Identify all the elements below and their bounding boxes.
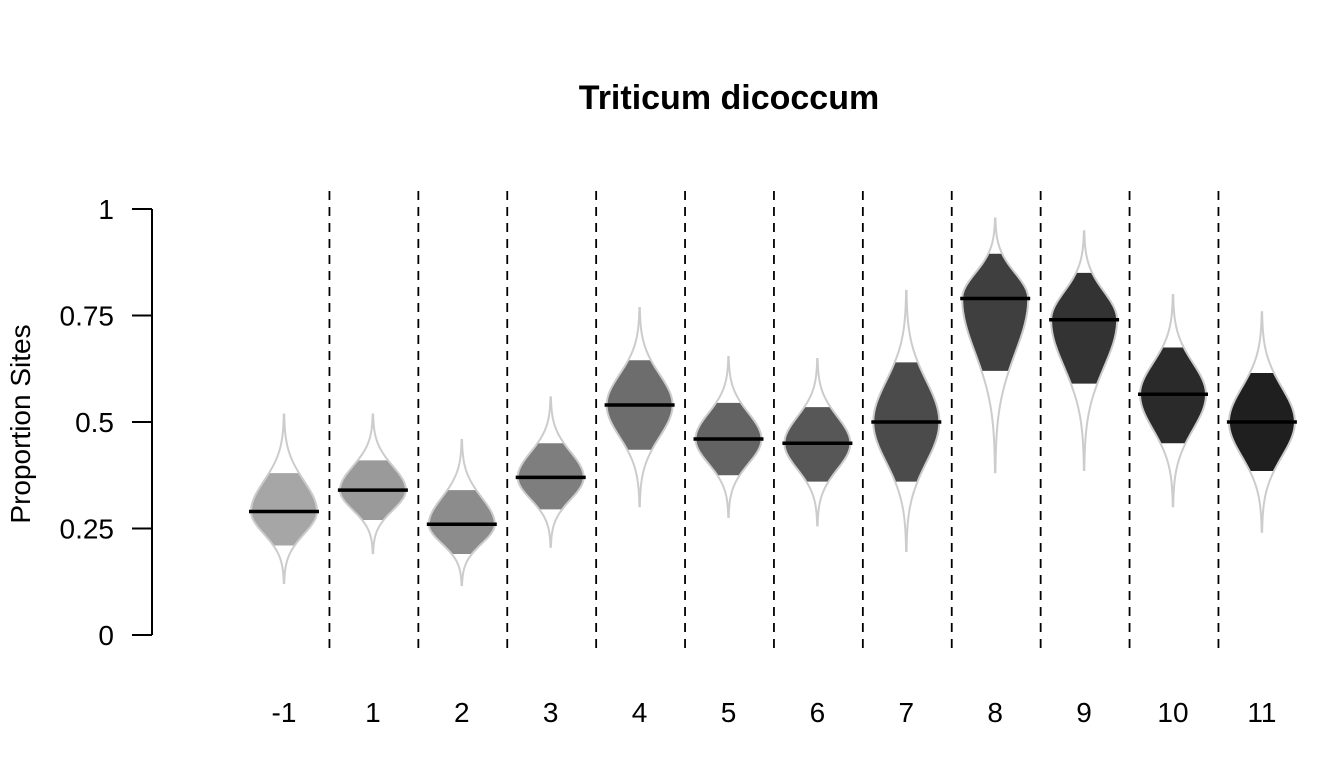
violin-outline-left: [250, 413, 285, 584]
violin-body: [251, 473, 317, 546]
violin-9: [1049, 230, 1120, 472]
y-axis: 0 0.25 0.5 0.75 1: [60, 194, 153, 651]
violin-5: [693, 355, 764, 518]
violin-10: [1138, 294, 1208, 508]
violins: [249, 217, 1297, 587]
violin-outline-left: [516, 396, 552, 548]
y-tick-label: 0.75: [60, 301, 115, 332]
x-tick-label: -1: [272, 697, 297, 728]
x-tick-label: 7: [899, 697, 915, 728]
y-axis-label: Proportion Sites: [5, 324, 36, 523]
violin-outline-right: [372, 413, 407, 555]
violin-outline-right: [1083, 230, 1119, 472]
x-tick-label: 10: [1157, 697, 1188, 728]
x-axis: -1 1 2 3 4 5 6 7 8 9 10 11: [272, 697, 1277, 728]
y-tick-label: 0.25: [60, 514, 115, 545]
violin-outline-right: [638, 306, 674, 508]
violin-outline-right: [461, 439, 496, 587]
violin-6: [782, 358, 853, 527]
category-separators: [328, 191, 1220, 652]
violin-outline-left: [961, 217, 996, 474]
y-tick-label: 0.5: [75, 407, 114, 438]
violin-outline-right: [994, 217, 1030, 474]
violin-2: [426, 439, 497, 587]
violin-outline-left: [1139, 294, 1174, 508]
violin-outline-left: [427, 439, 463, 587]
x-tick-label: 4: [632, 697, 648, 728]
violin-outline-left: [605, 306, 641, 508]
x-tick-label: 6: [810, 697, 826, 728]
x-tick-label: 8: [987, 697, 1003, 728]
x-tick-label: 11: [1247, 697, 1276, 728]
x-tick-label: 1: [365, 697, 381, 728]
violin-outline-right: [1172, 294, 1207, 508]
violin-body: [962, 253, 1029, 371]
violin-outline-right: [549, 396, 585, 548]
chart-title: Triticum dicoccum: [579, 79, 879, 117]
y-tick-label: 0: [98, 620, 114, 651]
violin-4: [604, 306, 675, 508]
violin-3: [515, 396, 586, 548]
x-tick-label: 2: [454, 697, 470, 728]
violin-11: [1226, 311, 1297, 533]
violin-body: [1051, 272, 1118, 384]
x-tick-label: 5: [721, 697, 737, 728]
violin-1: [337, 413, 408, 555]
violin-8: [960, 217, 1031, 474]
violin-body: [428, 490, 495, 555]
x-tick-label: 3: [543, 697, 559, 728]
violin-outline-left: [1050, 230, 1085, 472]
x-tick-label: 9: [1076, 697, 1092, 728]
y-tick-label: 1: [98, 194, 114, 225]
violin-outline-right: [283, 413, 318, 584]
violin-outline-left: [694, 355, 730, 518]
violin-outline-right: [727, 355, 763, 518]
violin--1: [249, 413, 319, 584]
violin-7: [871, 289, 942, 552]
violin-outline-left: [338, 413, 374, 555]
